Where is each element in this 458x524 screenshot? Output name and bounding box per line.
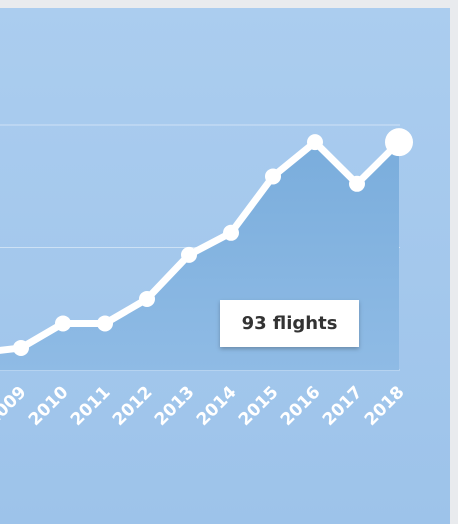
point	[13, 339, 29, 356]
point	[55, 315, 71, 332]
tooltip-box	[220, 300, 359, 347]
point	[265, 168, 281, 185]
tooltip: 93 flights	[220, 300, 359, 347]
point	[385, 128, 413, 157]
point	[307, 134, 323, 151]
point	[223, 224, 239, 241]
tooltip-text: 93 flights	[242, 313, 338, 334]
point	[97, 315, 113, 332]
point	[139, 290, 155, 307]
point	[181, 246, 197, 263]
point	[349, 175, 365, 192]
